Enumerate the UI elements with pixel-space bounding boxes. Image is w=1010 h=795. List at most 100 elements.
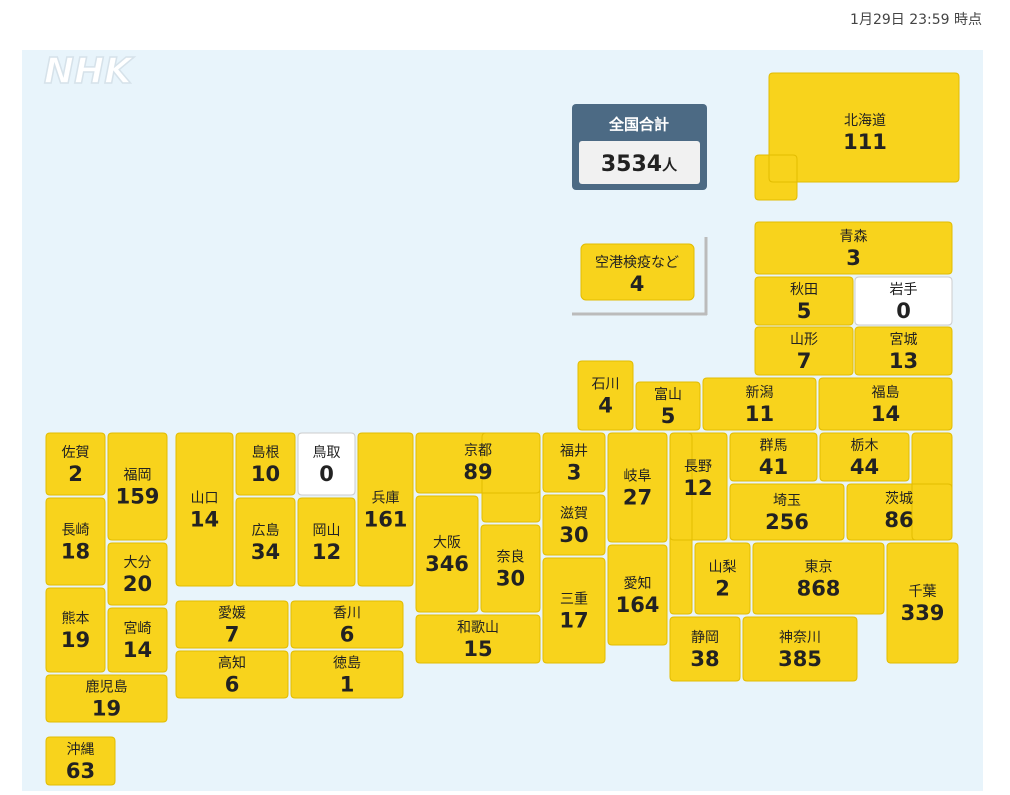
prefecture-name: 埼玉 bbox=[773, 493, 801, 509]
prefecture-name: 熊本 bbox=[62, 611, 90, 627]
prefecture-value: 7 bbox=[225, 623, 240, 647]
prefecture-value: 164 bbox=[616, 593, 660, 617]
prefecture-tile bbox=[886, 542, 959, 664]
prefecture-tile bbox=[45, 432, 106, 496]
prefecture-tile bbox=[357, 432, 414, 587]
prefecture-name: 青森 bbox=[840, 229, 868, 245]
prefecture-value: 18 bbox=[61, 540, 90, 564]
prefecture-tile bbox=[754, 221, 953, 275]
prefecture-name: 愛知 bbox=[624, 575, 652, 592]
prefecture-value: 346 bbox=[425, 552, 469, 576]
prefecture-name: 茨城 bbox=[885, 491, 913, 507]
prefecture-tile bbox=[742, 616, 858, 682]
prefecture-value: 63 bbox=[66, 759, 95, 783]
prefecture-value: 339 bbox=[901, 601, 945, 625]
prefecture-tile bbox=[297, 432, 356, 496]
prefecture-tile bbox=[846, 432, 953, 541]
prefecture-name: 山口 bbox=[191, 491, 219, 507]
prefecture-name: 北海道 bbox=[844, 113, 886, 129]
prefecture-tile bbox=[854, 276, 953, 326]
prefecture-name: 大分 bbox=[124, 555, 152, 571]
prefecture-name: 鳥取 bbox=[313, 445, 341, 461]
prefecture-value: 34 bbox=[251, 540, 280, 564]
prefecture-tile bbox=[45, 674, 168, 723]
prefecture-name: 沖縄 bbox=[67, 742, 95, 758]
prefecture-value: 0 bbox=[896, 299, 911, 323]
prefecture-tile bbox=[754, 72, 960, 201]
prefecture-value: 868 bbox=[797, 577, 841, 601]
airport-name: 空港検疫など bbox=[595, 255, 679, 271]
prefecture-value: 14 bbox=[190, 508, 219, 532]
airport-tile bbox=[580, 243, 695, 301]
prefecture-value: 256 bbox=[765, 510, 809, 534]
prefecture-value: 6 bbox=[225, 673, 240, 697]
prefecture-name: 鹿児島 bbox=[86, 679, 128, 696]
prefecture-tile bbox=[45, 736, 116, 786]
prefecture-name: 徳島 bbox=[333, 656, 361, 672]
prefecture-value: 44 bbox=[850, 455, 879, 479]
prefecture-tile bbox=[542, 494, 606, 556]
prefecture-name: 高知 bbox=[218, 655, 246, 672]
prefecture-tile bbox=[669, 616, 741, 682]
prefecture-value: 17 bbox=[559, 609, 588, 633]
prefecture-name: 栃木 bbox=[851, 438, 879, 454]
prefecture-name: 山梨 bbox=[709, 560, 737, 576]
prefecture-tile bbox=[415, 614, 541, 664]
prefecture-tile bbox=[415, 495, 479, 613]
prefecture-value: 161 bbox=[364, 508, 408, 532]
prefecture-tile bbox=[669, 432, 728, 615]
prefecture-value: 12 bbox=[312, 540, 341, 564]
prefecture-value: 3 bbox=[846, 246, 861, 270]
prefecture-value: 14 bbox=[123, 638, 152, 662]
prefecture-tile bbox=[297, 497, 356, 587]
prefecture-value: 12 bbox=[683, 476, 712, 500]
prefecture-value: 89 bbox=[463, 460, 492, 484]
prefecture-name: 福岡 bbox=[124, 468, 152, 484]
prefecture-name: 群馬 bbox=[760, 438, 788, 454]
prefecture-value: 27 bbox=[623, 486, 652, 510]
prefecture-tile bbox=[175, 600, 289, 649]
prefecture-name: 島根 bbox=[252, 445, 280, 461]
prefecture-value: 10 bbox=[251, 462, 280, 486]
prefecture-value: 5 bbox=[661, 404, 676, 428]
prefecture-tile bbox=[819, 432, 910, 482]
total-unit: 人 bbox=[662, 156, 678, 174]
prefecture-name: 京都 bbox=[464, 443, 492, 459]
airport-value: 4 bbox=[630, 272, 645, 296]
prefecture-name: 兵庫 bbox=[372, 490, 400, 507]
prefecture-name: 三重 bbox=[560, 592, 588, 608]
prefecture-tile bbox=[45, 587, 106, 673]
prefecture-value: 19 bbox=[61, 628, 90, 652]
prefecture-name: 福島 bbox=[872, 385, 900, 401]
prefecture-value: 159 bbox=[116, 485, 160, 509]
prefecture-tile bbox=[235, 432, 296, 496]
prefecture-tile bbox=[607, 432, 668, 543]
prefecture-value: 14 bbox=[871, 402, 900, 426]
prefecture-name: 秋田 bbox=[790, 282, 818, 298]
prefecture-tile bbox=[175, 432, 234, 587]
prefecture-name: 静岡 bbox=[691, 630, 719, 646]
prefecture-tile bbox=[752, 542, 885, 615]
prefecture-name: 香川 bbox=[333, 606, 361, 622]
prefecture-name: 福井 bbox=[560, 444, 588, 460]
prefecture-value: 13 bbox=[889, 349, 918, 373]
prefecture-tile bbox=[290, 600, 404, 649]
prefecture-tile bbox=[235, 497, 296, 587]
prefecture-tile bbox=[754, 276, 854, 326]
prefecture-name: 大阪 bbox=[433, 535, 461, 551]
prefecture-tile bbox=[480, 524, 541, 613]
prefecture-name: 和歌山 bbox=[457, 620, 499, 636]
prefecture-tile bbox=[107, 432, 168, 541]
logo: NHK bbox=[44, 51, 135, 92]
prefecture-value: 4 bbox=[598, 394, 613, 418]
prefecture-name: 長崎 bbox=[62, 523, 90, 539]
prefecture-tile bbox=[45, 497, 106, 586]
prefecture-name: 岡山 bbox=[313, 523, 341, 539]
prefecture-value: 111 bbox=[843, 130, 887, 154]
prefecture-value: 41 bbox=[759, 455, 788, 479]
prefecture-name: 長野 bbox=[684, 459, 712, 475]
total-value: 3534人 bbox=[601, 152, 678, 177]
prefecture-tile bbox=[542, 432, 606, 493]
prefecture-name: 滋賀 bbox=[560, 506, 588, 522]
prefecture-name: 山形 bbox=[790, 332, 818, 348]
